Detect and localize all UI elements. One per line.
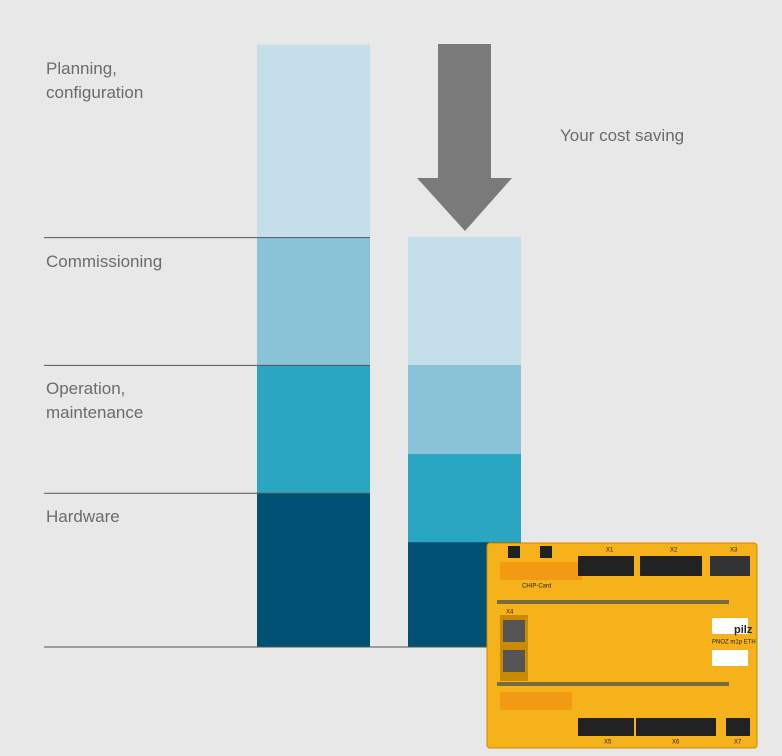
- device-brand: pilz: [734, 624, 753, 636]
- legend-label: Planning, configuration: [46, 58, 144, 102]
- device-terminal: [578, 718, 634, 736]
- device-label: X5: [604, 740, 612, 746]
- device-window: [712, 618, 748, 634]
- bar-segment: [257, 493, 370, 647]
- annotation: Your cost saving: [560, 126, 685, 145]
- bar-segment: [408, 364, 521, 455]
- bar-segment: [257, 44, 370, 238]
- bar-segment: [257, 237, 370, 366]
- device-panel: [500, 562, 582, 580]
- device-window: [712, 650, 748, 666]
- device-strip: [497, 682, 729, 686]
- device-led: [540, 546, 552, 558]
- device-port: [503, 620, 525, 642]
- device-terminal: [640, 556, 702, 576]
- device-label: X1: [606, 548, 614, 554]
- device-strip: [497, 600, 729, 604]
- device-terminal: [726, 718, 750, 736]
- device-label: X6: [672, 740, 680, 746]
- legend-label: Operation, maintenance: [46, 379, 144, 423]
- saving-arrow: [417, 44, 512, 231]
- device-label: CHIP-Card: [522, 584, 551, 590]
- device-label: X7: [734, 740, 742, 746]
- device-label: X4: [506, 610, 514, 616]
- device-led: [508, 546, 520, 558]
- device-label: X2: [670, 548, 678, 554]
- device-terminal: [636, 718, 716, 736]
- device-panel: [500, 692, 572, 710]
- device-terminal: [578, 556, 634, 576]
- bar-segment: [257, 365, 370, 494]
- device-terminal: [710, 556, 750, 576]
- bar-segment: [408, 454, 521, 543]
- bar-segment: [408, 236, 521, 365]
- legend-label: Hardware: [46, 507, 120, 527]
- device-port: [503, 650, 525, 672]
- device-label: X3: [730, 548, 738, 554]
- device-label: PNOZ m1p ETH: [712, 640, 756, 646]
- device-image: CHIP-Card X1 X2 X3 X4 X5 X6 X7 PNOZ m1p …: [486, 542, 758, 749]
- legend-label: Commissioning: [46, 251, 163, 271]
